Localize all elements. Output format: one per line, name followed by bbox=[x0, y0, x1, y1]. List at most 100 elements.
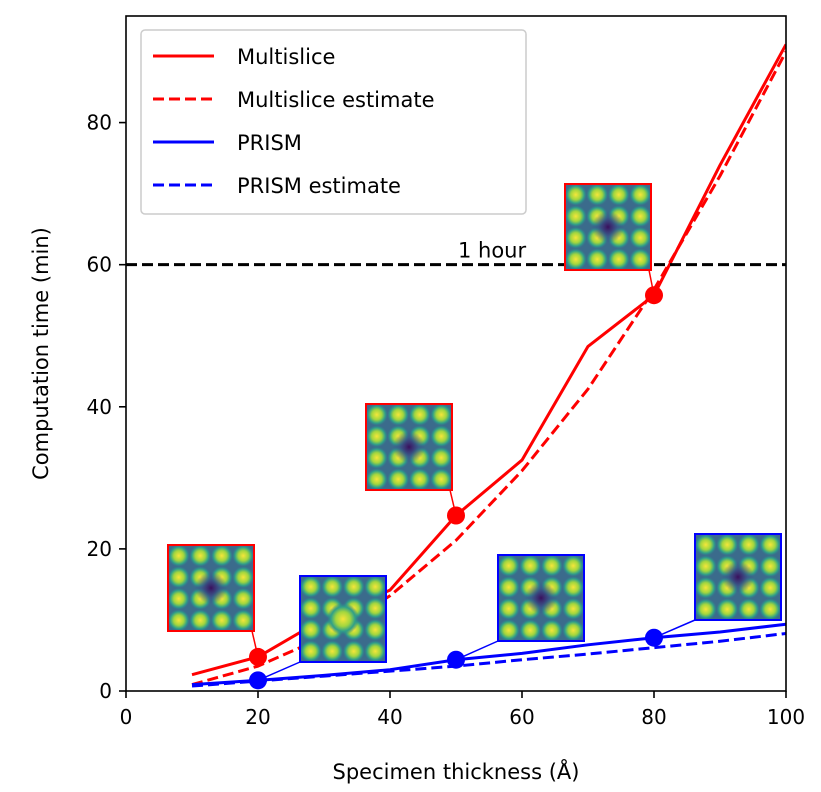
inset-atom-column bbox=[497, 597, 520, 620]
inset-atom-column bbox=[232, 544, 255, 567]
inset-atom-column bbox=[189, 609, 212, 632]
inset-atom-column bbox=[365, 425, 388, 448]
inset-atom-column bbox=[759, 555, 782, 578]
inset-center bbox=[194, 571, 228, 605]
inset-atom-column bbox=[232, 566, 255, 589]
inset-atom-column bbox=[519, 619, 542, 642]
inset-atom-column bbox=[629, 248, 652, 271]
series-line-prism bbox=[191, 622, 786, 687]
inset-center bbox=[392, 430, 426, 464]
inset-atom-column bbox=[540, 554, 563, 577]
inset-atom-column bbox=[364, 575, 387, 598]
inset-image-1 bbox=[167, 544, 255, 632]
inset-atom-column bbox=[387, 468, 410, 491]
inset-atom-column bbox=[737, 533, 760, 556]
x-tick-label: 40 bbox=[377, 705, 402, 729]
inset-border bbox=[694, 533, 782, 621]
inset-atom-column bbox=[364, 640, 387, 663]
one-hour-label: 1 hour bbox=[458, 239, 527, 263]
inset-atom-column bbox=[408, 403, 431, 426]
y-tick-label: 80 bbox=[87, 111, 112, 135]
inset-atom-column bbox=[586, 248, 609, 271]
inset-atom-column bbox=[607, 183, 630, 206]
inset-atom-column bbox=[694, 598, 717, 621]
inset-atom-column bbox=[759, 533, 782, 556]
inset-atom-column bbox=[210, 609, 233, 632]
inset-atom-column bbox=[299, 597, 322, 620]
inset-atom-column bbox=[167, 544, 190, 567]
inset-atom-column bbox=[430, 403, 453, 426]
axes: 0 20 40 60 80 100 0 20 40 60 80 Specimen thickness … bbox=[29, 15, 805, 784]
x-tick-label: 20 bbox=[245, 705, 270, 729]
inset-atom-column bbox=[364, 597, 387, 620]
x-axis-label: Specimen thickness (Å) bbox=[333, 758, 580, 784]
inset-atom-column bbox=[497, 554, 520, 577]
inset-images bbox=[167, 183, 782, 663]
legend-box bbox=[140, 29, 527, 215]
inset-atom-column bbox=[387, 403, 410, 426]
data-markers bbox=[249, 286, 663, 690]
inset-atom-column bbox=[562, 576, 585, 599]
inset-atom-column bbox=[167, 566, 190, 589]
x-tick-label: 60 bbox=[509, 705, 534, 729]
y-tick-label: 40 bbox=[87, 395, 112, 419]
legend-entry-label: PRISM bbox=[237, 131, 302, 155]
reference-line-group: 1 hour bbox=[126, 239, 786, 267]
inset-atom-column bbox=[408, 468, 431, 491]
inset-atom-column bbox=[564, 248, 587, 271]
inset-atom-column bbox=[342, 575, 365, 598]
inset-image-2 bbox=[365, 403, 453, 491]
marker-multislice-50 bbox=[447, 506, 465, 525]
inset-image-5 bbox=[497, 554, 585, 642]
inset-atom-column bbox=[564, 226, 587, 249]
inset-border bbox=[299, 575, 387, 663]
inset-atom-column bbox=[694, 533, 717, 556]
inset-atom-column bbox=[321, 640, 344, 663]
inset-atom-column bbox=[562, 597, 585, 620]
inset-center bbox=[524, 581, 558, 615]
inset-image-4 bbox=[299, 575, 387, 663]
inset-border bbox=[365, 403, 453, 491]
inset-center bbox=[591, 210, 625, 244]
y-tick-label: 20 bbox=[87, 537, 112, 561]
series-line-multislice-estimate bbox=[191, 50, 786, 687]
inset-atom-column bbox=[210, 544, 233, 567]
inset-image-6 bbox=[694, 533, 782, 621]
legend-entry-label: Multislice estimate bbox=[237, 88, 435, 112]
inset-atom-column bbox=[364, 618, 387, 641]
x-tick-label: 0 bbox=[120, 705, 133, 729]
inset-atom-column bbox=[694, 555, 717, 578]
y-tick-label: 60 bbox=[87, 253, 112, 277]
series-line-prism-estimate bbox=[191, 631, 786, 688]
inset-atom-column bbox=[497, 576, 520, 599]
inset-atom-column bbox=[299, 618, 322, 641]
inset-atom-column bbox=[365, 403, 388, 426]
inset-atom-column bbox=[299, 575, 322, 598]
inset-border bbox=[497, 554, 585, 642]
plot-frame bbox=[125, 15, 787, 692]
inset-atom-column bbox=[607, 248, 630, 271]
marker-prism-50 bbox=[447, 650, 465, 669]
inset-atom-column bbox=[759, 598, 782, 621]
inset-atom-column bbox=[497, 619, 520, 642]
inset-atom-column bbox=[167, 609, 190, 632]
x-tick-label: 80 bbox=[641, 705, 666, 729]
y-tick-label: 0 bbox=[99, 679, 112, 703]
inset-atom-column bbox=[365, 468, 388, 491]
inset-atom-column bbox=[759, 576, 782, 599]
y-axis-label: Computation time (min) bbox=[29, 227, 53, 480]
inset-atom-column bbox=[430, 468, 453, 491]
inset-atom-column bbox=[629, 183, 652, 206]
inset-atom-column bbox=[321, 575, 344, 598]
marker-multislice-20 bbox=[249, 647, 267, 666]
marker-prism-80 bbox=[645, 628, 663, 647]
inset-border bbox=[564, 183, 652, 271]
inset-atom-column bbox=[629, 205, 652, 228]
inset-atom-column bbox=[540, 619, 563, 642]
inset-atom-column bbox=[586, 183, 609, 206]
inset-atom-column bbox=[519, 554, 542, 577]
inset-atom-column bbox=[564, 205, 587, 228]
series-lines bbox=[191, 43, 786, 688]
inset-border bbox=[167, 544, 255, 632]
